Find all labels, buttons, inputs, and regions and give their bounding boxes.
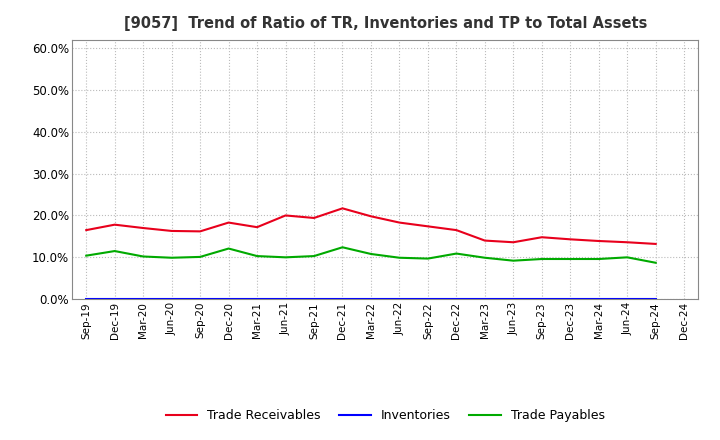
Trade Payables bbox=[595, 257, 603, 262]
Inventories bbox=[282, 296, 290, 301]
Trade Payables bbox=[338, 245, 347, 250]
Trade Receivables bbox=[82, 227, 91, 233]
Trade Receivables bbox=[652, 241, 660, 246]
Trade Receivables bbox=[395, 220, 404, 225]
Title: [9057]  Trend of Ratio of TR, Inventories and TP to Total Assets: [9057] Trend of Ratio of TR, Inventories… bbox=[124, 16, 647, 32]
Inventories bbox=[452, 296, 461, 301]
Trade Receivables bbox=[225, 220, 233, 225]
Trade Receivables bbox=[167, 228, 176, 234]
Trade Payables bbox=[423, 256, 432, 261]
Trade Receivables bbox=[139, 225, 148, 231]
Inventories bbox=[480, 296, 489, 301]
Line: Trade Receivables: Trade Receivables bbox=[86, 208, 656, 244]
Inventories bbox=[196, 296, 204, 301]
Inventories bbox=[225, 296, 233, 301]
Trade Payables bbox=[225, 246, 233, 251]
Trade Receivables bbox=[423, 224, 432, 229]
Inventories bbox=[110, 296, 119, 301]
Trade Payables bbox=[167, 255, 176, 260]
Trade Receivables bbox=[566, 237, 575, 242]
Trade Payables bbox=[82, 253, 91, 258]
Trade Receivables bbox=[310, 215, 318, 220]
Inventories bbox=[423, 296, 432, 301]
Inventories bbox=[537, 296, 546, 301]
Trade Payables bbox=[139, 254, 148, 259]
Trade Payables bbox=[395, 255, 404, 260]
Trade Receivables bbox=[595, 238, 603, 244]
Inventories bbox=[366, 296, 375, 301]
Inventories bbox=[595, 296, 603, 301]
Trade Receivables bbox=[509, 240, 518, 245]
Trade Payables bbox=[566, 257, 575, 262]
Trade Payables bbox=[452, 251, 461, 256]
Legend: Trade Receivables, Inventories, Trade Payables: Trade Receivables, Inventories, Trade Pa… bbox=[161, 404, 610, 427]
Trade Payables bbox=[253, 253, 261, 259]
Trade Payables bbox=[196, 254, 204, 260]
Trade Receivables bbox=[452, 227, 461, 233]
Inventories bbox=[652, 296, 660, 301]
Trade Payables bbox=[509, 258, 518, 263]
Inventories bbox=[623, 296, 631, 301]
Line: Trade Payables: Trade Payables bbox=[86, 247, 656, 263]
Inventories bbox=[253, 296, 261, 301]
Trade Receivables bbox=[253, 224, 261, 230]
Trade Receivables bbox=[366, 214, 375, 219]
Inventories bbox=[139, 296, 148, 301]
Trade Receivables bbox=[338, 205, 347, 211]
Trade Payables bbox=[366, 251, 375, 257]
Trade Receivables bbox=[537, 235, 546, 240]
Inventories bbox=[509, 296, 518, 301]
Trade Receivables bbox=[282, 213, 290, 218]
Inventories bbox=[338, 296, 347, 301]
Trade Receivables bbox=[480, 238, 489, 243]
Trade Receivables bbox=[110, 222, 119, 227]
Trade Payables bbox=[480, 255, 489, 260]
Inventories bbox=[395, 296, 404, 301]
Inventories bbox=[310, 296, 318, 301]
Trade Payables bbox=[110, 249, 119, 254]
Trade Payables bbox=[310, 253, 318, 259]
Inventories bbox=[167, 296, 176, 301]
Inventories bbox=[566, 296, 575, 301]
Trade Payables bbox=[652, 260, 660, 265]
Trade Receivables bbox=[623, 240, 631, 245]
Trade Payables bbox=[537, 257, 546, 262]
Inventories bbox=[82, 296, 91, 301]
Trade Receivables bbox=[196, 229, 204, 234]
Trade Payables bbox=[282, 255, 290, 260]
Trade Payables bbox=[623, 255, 631, 260]
